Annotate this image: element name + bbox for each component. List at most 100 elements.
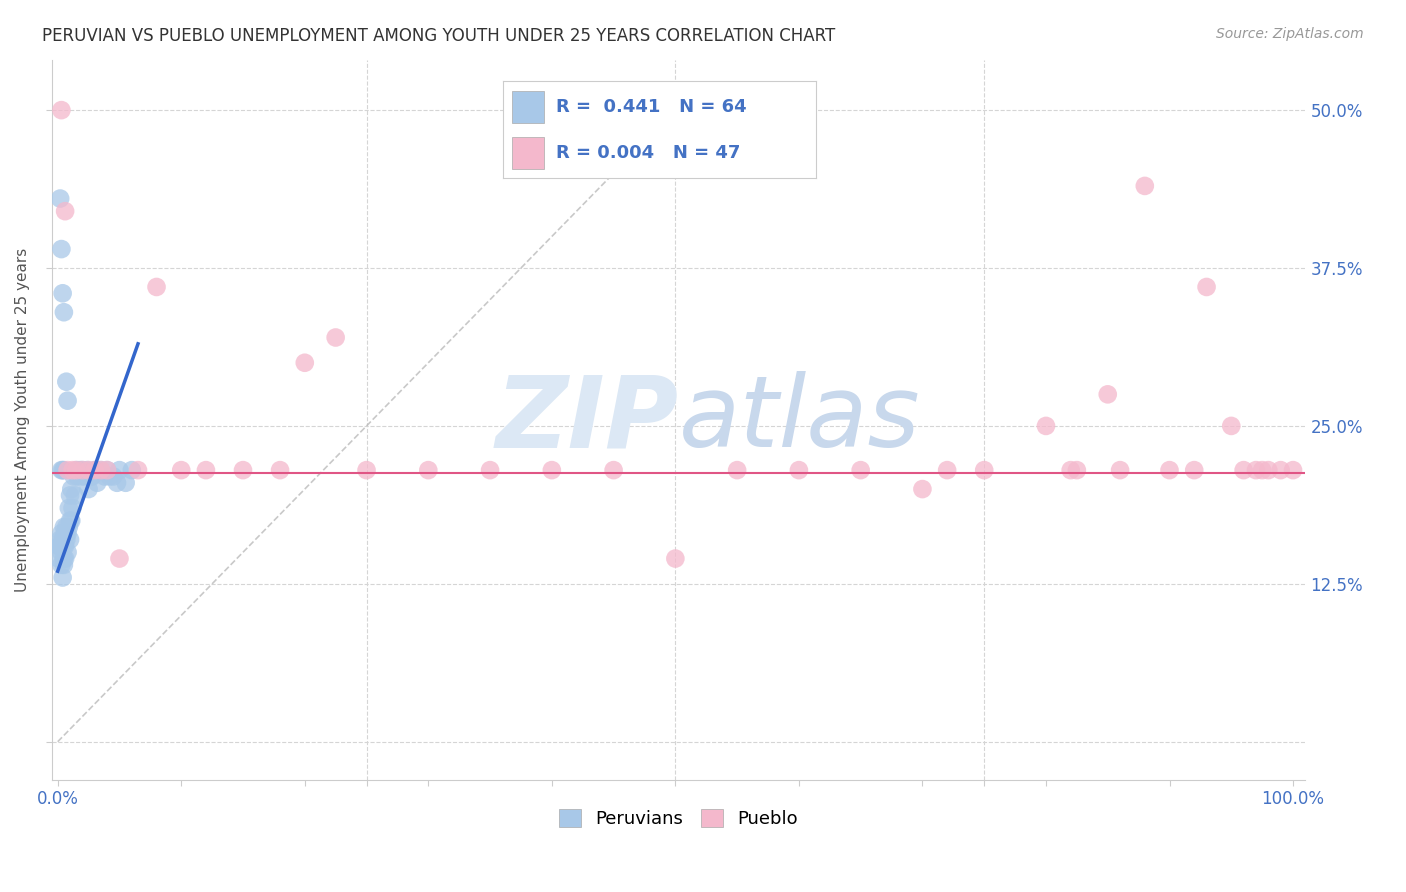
Point: [108, 551, 131, 566]
Point: [58, 501, 80, 516]
Text: Source: ZipAtlas.com: Source: ZipAtlas.com: [1216, 27, 1364, 41]
Point: [145, 280, 167, 294]
Point: [56, 393, 79, 408]
Point: [194, 463, 217, 477]
Point: [70, 469, 93, 483]
Point: [60, 482, 83, 496]
Point: [936, 463, 959, 477]
Point: [787, 463, 810, 477]
Point: [664, 551, 686, 566]
Point: [56, 545, 79, 559]
Point: [52, 539, 75, 553]
Point: [1244, 463, 1267, 477]
Point: [52, 539, 75, 553]
Point: [356, 463, 378, 477]
Point: [479, 463, 502, 477]
Point: [725, 463, 748, 477]
Point: [55, 375, 77, 389]
Point: [269, 463, 291, 477]
Point: [60, 514, 83, 528]
Point: [53, 539, 76, 553]
Point: [52, 463, 75, 477]
Point: [1182, 463, 1205, 477]
Point: [77, 463, 100, 477]
Point: [72, 463, 94, 477]
Point: [86, 475, 108, 490]
Point: [1282, 463, 1305, 477]
Point: [82, 469, 104, 483]
Point: [127, 463, 149, 477]
Point: [52, 533, 75, 547]
Point: [49, 539, 72, 553]
Point: [1109, 463, 1132, 477]
Point: [114, 475, 136, 490]
Point: [77, 482, 100, 496]
Point: [418, 463, 440, 477]
Point: [1233, 463, 1256, 477]
Point: [51, 558, 73, 572]
Point: [90, 463, 112, 477]
Point: [1159, 463, 1181, 477]
Point: [52, 558, 75, 572]
Point: [58, 520, 80, 534]
Point: [1066, 463, 1088, 477]
Point: [51, 103, 73, 117]
Point: [53, 526, 76, 541]
Point: [93, 469, 115, 483]
Point: [52, 570, 75, 584]
Point: [51, 463, 73, 477]
Point: [62, 501, 84, 516]
Point: [49, 192, 72, 206]
Point: [1257, 463, 1279, 477]
Point: [96, 463, 118, 477]
Point: [52, 286, 75, 301]
Point: [48, 539, 70, 553]
Text: atlas: atlas: [679, 371, 920, 468]
Point: [103, 469, 125, 483]
Point: [69, 463, 91, 477]
Point: [108, 463, 131, 477]
Point: [849, 463, 872, 477]
Point: [80, 469, 103, 483]
Point: [121, 463, 143, 477]
Point: [52, 463, 75, 477]
Point: [1270, 463, 1292, 477]
Point: [73, 469, 96, 483]
Point: [51, 526, 73, 541]
Point: [59, 533, 82, 547]
Point: [90, 463, 112, 477]
Point: [973, 463, 995, 477]
Point: [76, 463, 98, 477]
Point: [62, 469, 84, 483]
Text: PERUVIAN VS PUEBLO UNEMPLOYMENT AMONG YOUTH UNDER 25 YEARS CORRELATION CHART: PERUVIAN VS PUEBLO UNEMPLOYMENT AMONG YO…: [42, 27, 835, 45]
Point: [56, 526, 79, 541]
Point: [63, 488, 86, 502]
Point: [48, 551, 70, 566]
Point: [56, 463, 79, 477]
Point: [105, 475, 128, 490]
Point: [53, 526, 76, 541]
Point: [59, 514, 82, 528]
Point: [1097, 387, 1119, 401]
Point: [55, 526, 77, 541]
Point: [55, 520, 77, 534]
Point: [52, 520, 75, 534]
Point: [65, 463, 87, 477]
Point: [1060, 463, 1083, 477]
Point: [52, 305, 75, 319]
Point: [98, 469, 121, 483]
Point: [1251, 463, 1274, 477]
Point: [66, 469, 89, 483]
Point: [1195, 280, 1218, 294]
Point: [911, 482, 934, 496]
Point: [540, 463, 562, 477]
Point: [62, 463, 84, 477]
Point: [51, 545, 73, 559]
Legend: Peruvians, Pueblo: Peruvians, Pueblo: [551, 802, 806, 836]
Point: [170, 463, 193, 477]
Point: [1035, 418, 1057, 433]
Point: [53, 551, 76, 566]
Point: [96, 463, 118, 477]
Point: [55, 533, 77, 547]
Point: [1220, 418, 1243, 433]
